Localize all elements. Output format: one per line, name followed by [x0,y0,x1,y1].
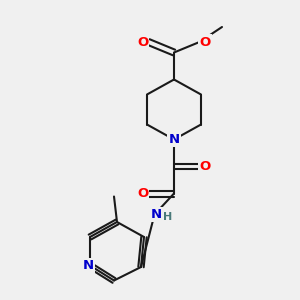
Text: O: O [137,35,148,49]
Text: O: O [137,187,148,200]
Text: O: O [199,35,211,49]
Text: H: H [164,212,172,222]
Text: O: O [199,160,211,173]
Text: N: N [150,208,162,221]
Text: N: N [83,259,94,272]
Text: N: N [168,133,180,146]
